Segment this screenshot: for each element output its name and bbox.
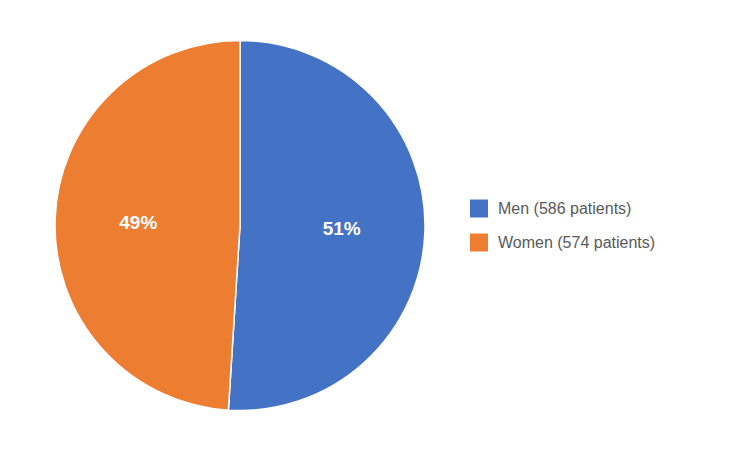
legend-label: Men (586 patients) (498, 200, 631, 217)
legend-swatch (470, 200, 488, 218)
data-label: 49% (119, 212, 157, 233)
data-labels: 51% 49% (119, 212, 361, 239)
pie-slice (55, 41, 240, 411)
pie-slice (228, 41, 425, 411)
legend-swatch (470, 234, 488, 252)
data-label: 51% (323, 218, 361, 239)
legend-label: Women (574 patients) (498, 234, 655, 251)
chart-container: 51% 49% Men (586 patients) Women (574 patie… (0, 0, 752, 451)
legend: Men (586 patients) Women (574 patients) (470, 200, 655, 252)
chart: 51% 49% Men (586 patients) Women (574 patie… (0, 0, 752, 451)
slices (55, 41, 425, 411)
